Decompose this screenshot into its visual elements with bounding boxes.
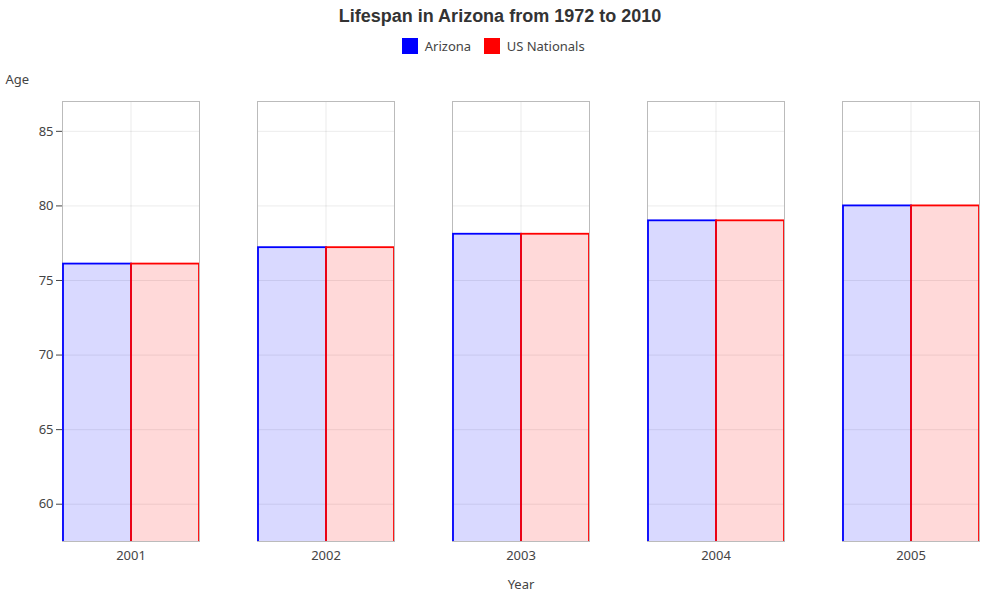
html-text:Arizona: Arizona — [424, 36, 472, 55]
svg-text:2002: 2002 — [311, 545, 341, 563]
svg-text:2004: 2004 — [701, 545, 731, 563]
svg-text:70: 70 — [39, 345, 54, 363]
svg-text:65: 65 — [39, 419, 54, 437]
svg-text:60: 60 — [39, 494, 54, 512]
svg-text:Year: Year — [508, 574, 535, 591]
svg-text:85: 85 — [39, 121, 54, 139]
html-text:US Nationals: US Nationals — [506, 36, 585, 55]
svg-text:2005: 2005 — [896, 545, 926, 563]
svg-text:Age: Age — [6, 71, 30, 88]
svg-text:2003: 2003 — [506, 545, 536, 563]
svg-text:80: 80 — [39, 196, 54, 214]
svg-text:75: 75 — [39, 270, 54, 288]
html-text:Lifespan in Arizona from 1972: Lifespan in Arizona from 1972 to 2010 — [338, 6, 662, 26]
svg-text:2001: 2001 — [116, 545, 146, 563]
